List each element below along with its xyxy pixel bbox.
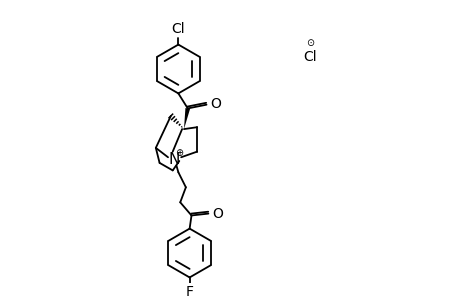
Text: F: F (185, 285, 193, 299)
Text: N: N (168, 152, 180, 166)
Text: ⊙: ⊙ (305, 38, 313, 48)
Text: Cl: Cl (171, 22, 185, 36)
Text: ⊕: ⊕ (175, 148, 183, 158)
Text: O: O (212, 207, 223, 220)
Text: Cl: Cl (302, 50, 316, 64)
Polygon shape (184, 108, 190, 129)
Text: O: O (210, 97, 221, 111)
